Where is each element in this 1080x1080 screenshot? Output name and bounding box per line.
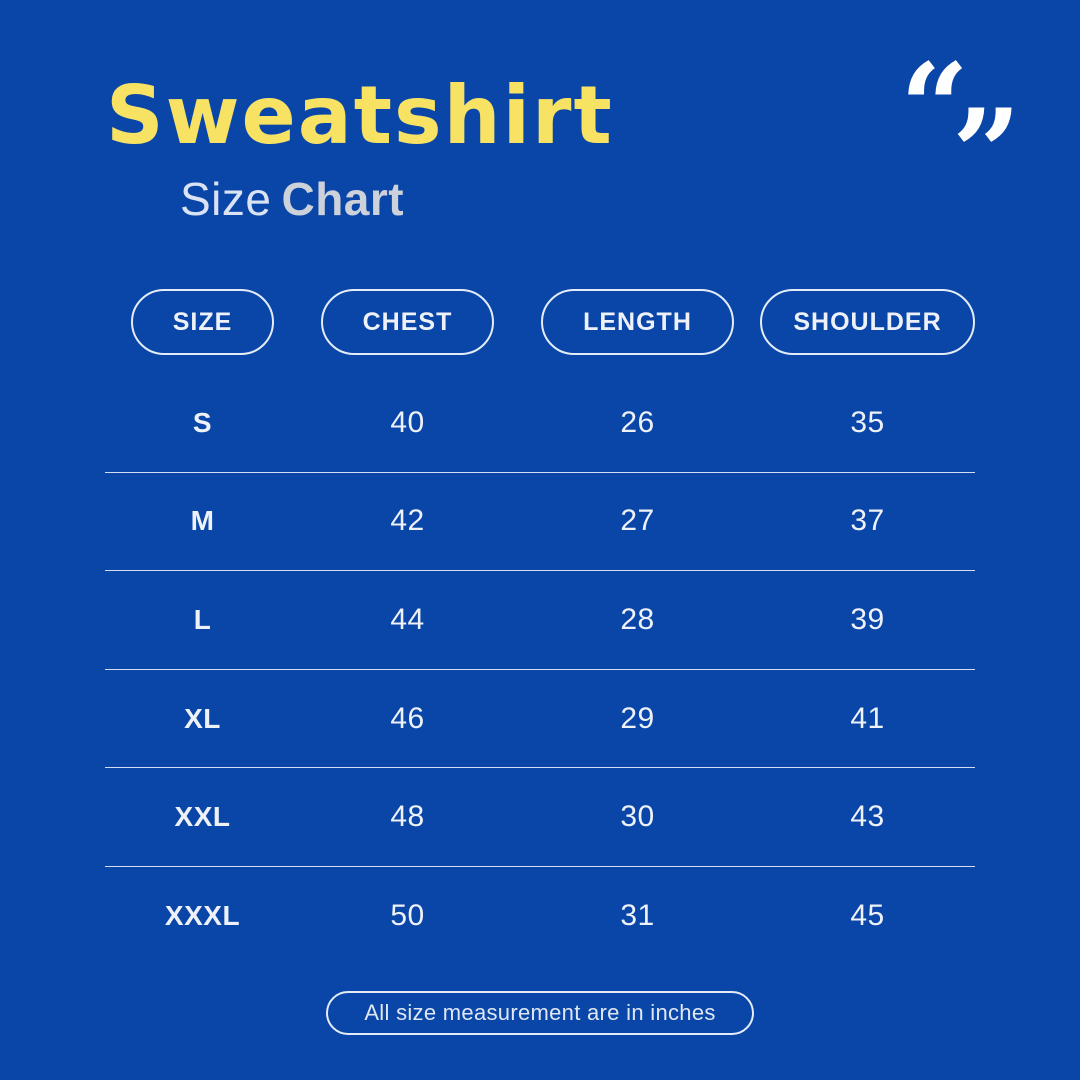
table-row: XXL 48 30 43 — [105, 768, 975, 867]
chest-value: 50 — [390, 898, 425, 932]
page-subtitle: Size Chart — [180, 174, 404, 225]
chest-value: 46 — [390, 701, 425, 735]
shoulder-value: 41 — [850, 701, 885, 735]
chest-value: 42 — [390, 504, 425, 538]
size-value: XXXL — [164, 899, 241, 931]
shoulder-value: 45 — [850, 898, 885, 932]
table-row: M 42 27 37 — [105, 473, 975, 572]
size-value: S — [192, 406, 213, 438]
shoulder-value: 43 — [850, 800, 885, 834]
table-header-row: SIZE CHEST LENGTH SHOULDER — [105, 289, 975, 355]
length-value: 29 — [620, 701, 655, 735]
length-value: 31 — [620, 898, 655, 932]
size-value: XL — [184, 702, 221, 734]
size-table: S 40 26 35 M 42 27 37 L 44 28 39 XL 46 2… — [105, 374, 975, 965]
length-value: 26 — [620, 405, 655, 439]
table-row: S 40 26 35 — [105, 374, 975, 473]
column-header-size: SIZE — [130, 289, 275, 355]
subtitle-chart-text: Chart — [281, 173, 405, 225]
size-value: L — [193, 603, 212, 635]
size-value: XXL — [174, 801, 231, 833]
footer: All size measurement are in inches — [0, 991, 1080, 1035]
column-header-chest: CHEST — [320, 289, 495, 355]
measurement-note: All size measurement are in inches — [326, 991, 754, 1035]
page-title: Sweatshirt — [106, 69, 614, 162]
table-row: XXXL 50 31 45 — [105, 867, 975, 965]
length-value: 30 — [620, 800, 655, 834]
quote-open-glyph: “ — [900, 37, 970, 178]
subtitle-size-text: Size — [180, 173, 272, 225]
table-row: L 44 28 39 — [105, 571, 975, 670]
length-value: 27 — [620, 504, 655, 538]
length-value: 28 — [620, 602, 655, 636]
size-value: M — [190, 505, 215, 537]
column-header-length: LENGTH — [541, 289, 734, 355]
table-row: XL 46 29 41 — [105, 670, 975, 769]
column-header-shoulder: SHOULDER — [760, 289, 975, 355]
chest-value: 44 — [390, 602, 425, 636]
quote-close-glyph: ” — [952, 83, 1022, 224]
quotation-marks-icon: “ ” — [900, 37, 1021, 214]
chest-value: 40 — [390, 405, 425, 439]
shoulder-value: 35 — [850, 405, 885, 439]
chest-value: 48 — [390, 800, 425, 834]
shoulder-value: 37 — [850, 504, 885, 538]
shoulder-value: 39 — [850, 602, 885, 636]
